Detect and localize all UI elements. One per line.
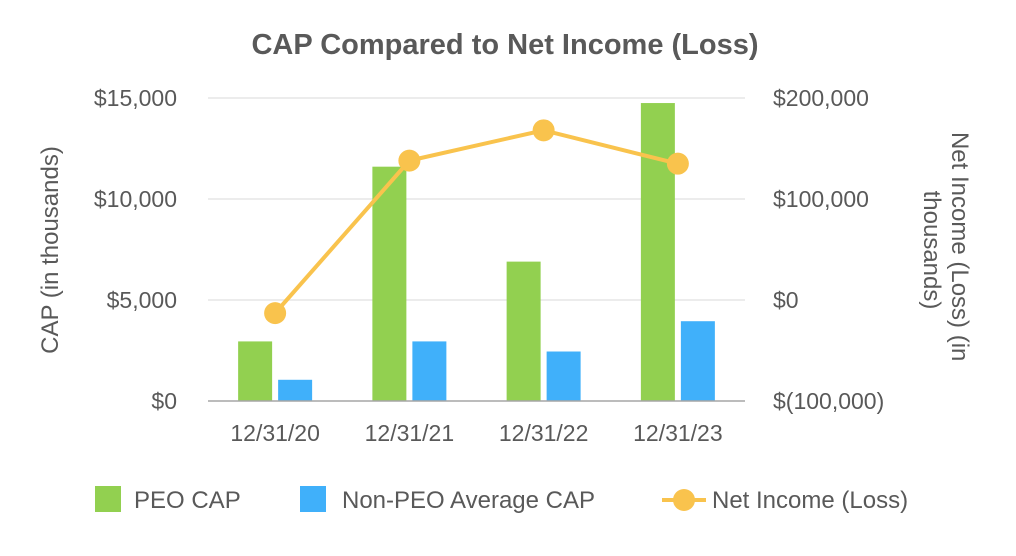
legend-swatch-0: [95, 486, 121, 512]
net-income-point-1: [398, 149, 421, 172]
peo-cap-bar-0: [238, 341, 273, 401]
y-tick-left-1: $5,000: [107, 287, 177, 313]
net-income-polyline: [273, 128, 679, 315]
y-axis-left-ticks: $0 $5,000 $10,000 $15,000: [94, 85, 177, 414]
y-tick-right-3: $200,000: [773, 85, 869, 111]
peo-cap-bar-3: [640, 103, 675, 402]
legend-label-1: Non-PEO Average CAP: [342, 487, 595, 514]
x-tick-1: 12/31/21: [365, 420, 455, 446]
y-axis-right-ticks: $(100,000) $0 $100,000 $200,000: [773, 85, 884, 414]
net-income-point-2: [532, 119, 555, 142]
non-peo-cap-bar-1: [412, 341, 447, 401]
non-peo-cap-bar-0: [278, 379, 313, 401]
y-tick-right-1: $0: [773, 287, 799, 313]
y-axis-right-title-text: Net Income (Loss) (in thousands): [918, 132, 973, 368]
net-income-point-0: [264, 302, 287, 325]
y-tick-right-0: $(100,000): [773, 388, 884, 414]
legend-label-2: Net Income (Loss): [712, 487, 908, 514]
non-peo-cap-bar-3: [680, 321, 715, 401]
y-tick-right-2: $100,000: [773, 186, 869, 212]
y-tick-left-2: $10,000: [94, 186, 177, 212]
y-axis-left-title: CAP (in thousands): [37, 146, 64, 354]
x-axis-ticks: 12/31/20 12/31/21 12/31/22 12/31/23: [230, 420, 722, 446]
net-income-point-3: [666, 152, 689, 175]
legend-swatch-1: [300, 486, 326, 512]
legend-marker-2: [673, 489, 695, 511]
y-axis-right-title-line2: thousands): [918, 191, 945, 310]
legend-label-0: PEO CAP: [134, 487, 241, 514]
non-peo-cap-bar-2: [546, 351, 581, 401]
chart-title: CAP Compared to Net Income (Loss): [251, 29, 758, 61]
peo-cap-bar-1: [372, 166, 407, 401]
y-axis-right-title-line1: Net Income (Loss) (in: [946, 132, 973, 361]
y-axis-right-title: Net Income (Loss) (in thousands): [918, 132, 973, 368]
legend: PEO CAP Non-PEO Average CAP Net Income (Lo…: [95, 486, 908, 514]
x-tick-3: 12/31/23: [633, 420, 723, 446]
net-income-line: [264, 119, 689, 325]
y-tick-left-0: $0: [151, 388, 177, 414]
x-tick-0: 12/31/20: [230, 420, 320, 446]
bars: [238, 103, 715, 402]
x-tick-2: 12/31/22: [499, 420, 589, 446]
peo-cap-bar-2: [506, 261, 541, 401]
y-tick-left-3: $15,000: [94, 85, 177, 111]
